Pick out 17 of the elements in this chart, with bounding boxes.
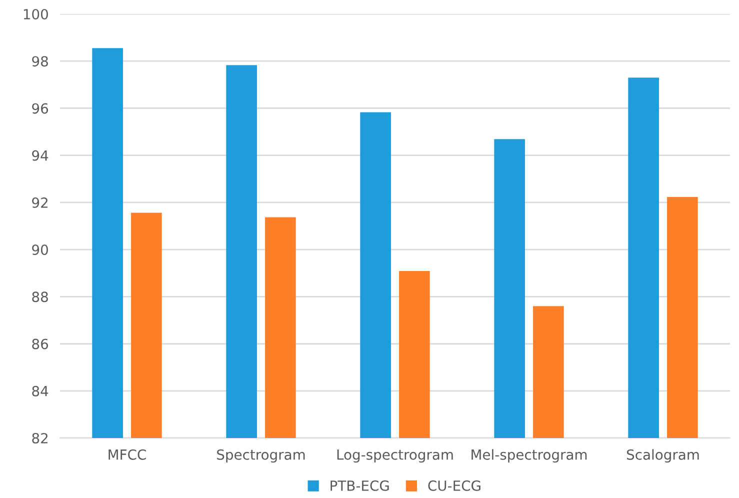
y-tick-label: 84 (32, 386, 48, 396)
x-tick-label: Mel-spectrogram (472, 449, 587, 463)
y-tick-label: 86 (32, 338, 48, 350)
y-tick-label: 96 (32, 103, 48, 114)
x-tick-label: Log-spectrogram (337, 450, 453, 463)
x-tick-label: Scalogram (626, 449, 699, 463)
legend-label: CU-ECG (428, 480, 480, 491)
x-tick-label: Spectrogram (217, 449, 305, 463)
y-tick-label: 98 (32, 56, 48, 67)
y-tick-label: 92 (32, 197, 48, 208)
y-tick-label: 90 (32, 244, 48, 256)
y-tick-label: 94 (32, 150, 48, 161)
y-tick-label: 100 (24, 8, 48, 20)
x-tick-label: MFCC (108, 449, 146, 460)
legend-label: PTB-ECG (330, 480, 389, 491)
y-tick-label: 82 (32, 432, 48, 444)
y-tick-label: 88 (32, 292, 48, 302)
